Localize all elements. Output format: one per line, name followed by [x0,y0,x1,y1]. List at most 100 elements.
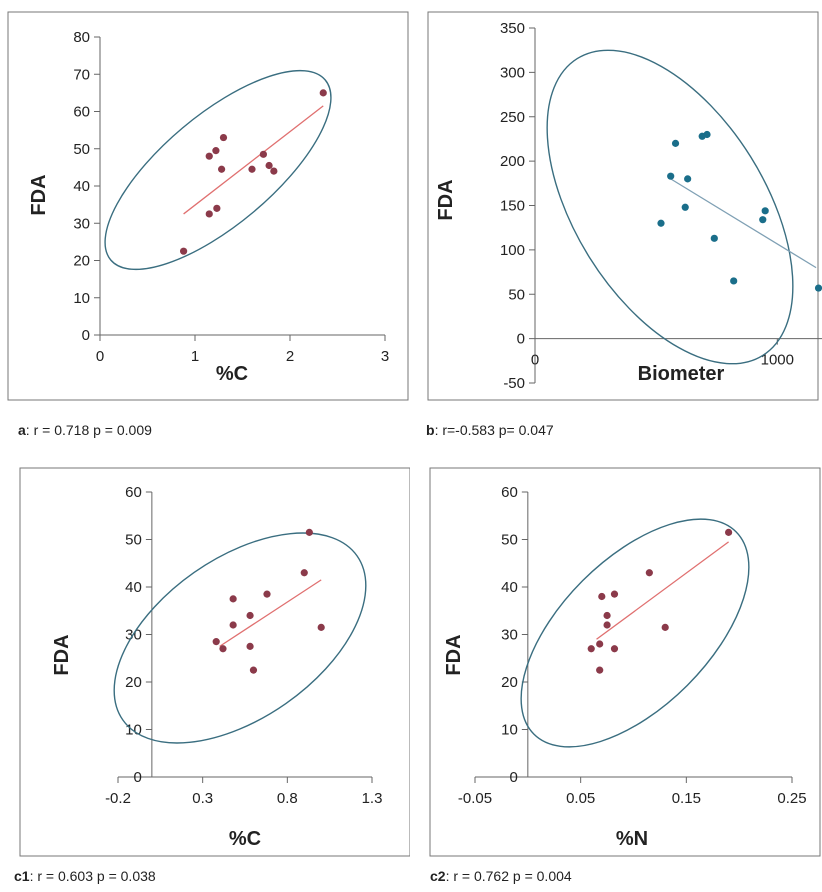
data-point-a-5 [218,165,226,173]
x-axis-label-b: Biometer [638,363,725,385]
y-tick-label-a-0: 0 [82,327,90,344]
x-tick-label-a-1: 1 [191,348,199,365]
scatter-chart-c2: 0 10 20 30 40 50 60 -0.05 0.05 0.15 0.25 %N FDA [429,467,821,857]
data-point-c2-9 [661,623,669,631]
y-tick-label-b-7: 300 [500,64,525,81]
x-tick-label-c2-1: 0.05 [566,790,595,807]
y-tick-label-c1-2: 20 [125,674,142,691]
y-tick-label-b-4: 150 [500,198,525,215]
chart-panel-c2: 0 10 20 30 40 50 60 -0.05 0.05 0.15 0.25 %N FDA [420,450,822,875]
y-tick-label-a-1: 10 [73,290,90,307]
data-point-c2-4 [603,611,611,620]
data-point-a-6 [219,133,228,142]
chart-frame-b [427,11,819,401]
data-point-c1-3 [229,595,237,603]
data-point-a-1 [205,210,213,218]
data-point-c1-2 [229,621,237,629]
data-point-c1-7 [263,590,271,598]
y-tick-label-c2-5: 50 [501,532,518,549]
trend-line-c2 [596,541,729,640]
y-tick-label-c2-2: 20 [501,674,518,691]
caption-a-label: a [18,422,26,438]
y-tick-label-c2-1: 10 [501,722,518,739]
y-tick-label-a-5: 50 [73,141,90,158]
y-tick-label-b-6: 250 [500,109,525,126]
y-tick-label-b-3: 100 [500,242,525,259]
caption-c1-label: c1 [14,868,30,884]
x-axis-label-a: %C [216,363,248,385]
data-point-b-6 [703,130,711,139]
data-point-c2-10 [725,528,733,536]
data-point-a-3 [212,147,220,155]
data-point-c2-2 [596,666,604,674]
data-point-a-9 [265,161,273,170]
y-tick-label-b-8: 350 [500,20,525,37]
caption-c2: c2: r = 0.762 p = 0.004 [430,868,572,884]
data-point-b-2 [671,139,680,147]
y-tick-label-c2-3: 30 [501,627,518,644]
x-axis-label-c1: %C [229,828,261,850]
data-point-c1-9 [305,528,313,536]
y-tick-label-c2-6: 60 [501,484,518,501]
data-point-b-0 [657,219,665,227]
data-point-b-7 [710,234,718,242]
data-point-c2-6 [610,590,619,598]
x-tick-label-a-3: 3 [381,348,389,365]
scatter-chart-b: -50 0 50 100 150 200 250 300 350 0 1000 Biometer FDA [427,11,822,401]
x-tick-label-b-1: 1000 [761,352,794,369]
x-tick-label-c1-0: -0.2 [105,790,131,807]
x-axis-label-c2: %N [616,828,648,850]
x-tick-label-a-2: 2 [286,348,294,365]
data-point-c2-1 [596,640,604,648]
data-point-b-11 [814,284,822,292]
y-tick-label-b-2: 50 [508,286,525,303]
x-tick-label-a-0: 0 [96,348,104,365]
data-point-b-9 [759,216,767,224]
chart-frame-a [7,11,409,401]
x-tick-label-c2-0: -0.05 [458,790,492,807]
confidence-ellipse-c2 [520,518,750,748]
y-tick-label-a-7: 70 [73,66,90,83]
y-tick-label-b-5: 200 [500,153,525,170]
data-point-a-2 [205,152,213,160]
data-point-c2-7 [610,645,619,653]
caption-c2-label: c2 [430,868,446,884]
data-point-b-3 [681,203,689,211]
y-tick-label-a-8: 80 [73,29,90,46]
data-point-c1-0 [212,638,220,646]
data-point-b-4 [684,175,692,183]
caption-c1: c1: r = 0.603 p = 0.038 [14,868,156,884]
caption-b: b: r=-0.583 p= 0.047 [426,422,554,438]
data-point-c2-0 [587,645,595,653]
y-tick-label-a-4: 40 [73,178,90,195]
data-point-b-10 [761,207,769,215]
data-point-c1-4 [246,611,254,620]
data-point-c2-3 [598,592,606,601]
data-point-a-4 [213,204,221,212]
y-axis-label-c1: FDA [51,634,73,675]
data-point-a-7 [248,165,256,173]
trend-line-a [183,105,324,215]
x-tick-label-b-0: 0 [531,352,539,369]
data-point-a-11 [319,89,327,97]
y-axis-label-c2: FDA [443,634,465,675]
y-axis-label-b: FDA [435,179,457,220]
chart-panel-b: -50 0 50 100 150 200 250 300 350 0 1000 Biometer FDA [420,0,822,450]
caption-b-text: : r=-0.583 p= 0.047 [434,422,554,438]
chart-frame-c1 [19,467,411,857]
x-tick-label-c2-3: 0.25 [777,790,806,807]
data-point-c2-5 [603,621,611,629]
y-tick-label-c1-5: 50 [125,532,142,549]
caption-c1-text: : r = 0.603 p = 0.038 [29,868,156,884]
chart-frame-c2 [429,467,821,857]
y-tick-label-b-0: -50 [503,375,525,392]
trend-line-c1 [219,579,322,647]
y-tick-label-a-3: 30 [73,215,90,232]
y-tick-label-b-1: 0 [517,331,525,348]
scatter-chart-a: 0 10 20 30 40 50 60 70 80 0 1 2 3 %C FDA [7,11,409,401]
data-point-c2-8 [645,569,653,577]
data-point-a-0 [180,247,188,255]
caption-b-label: b [426,422,435,438]
x-tick-label-c1-3: 1.3 [362,790,383,807]
